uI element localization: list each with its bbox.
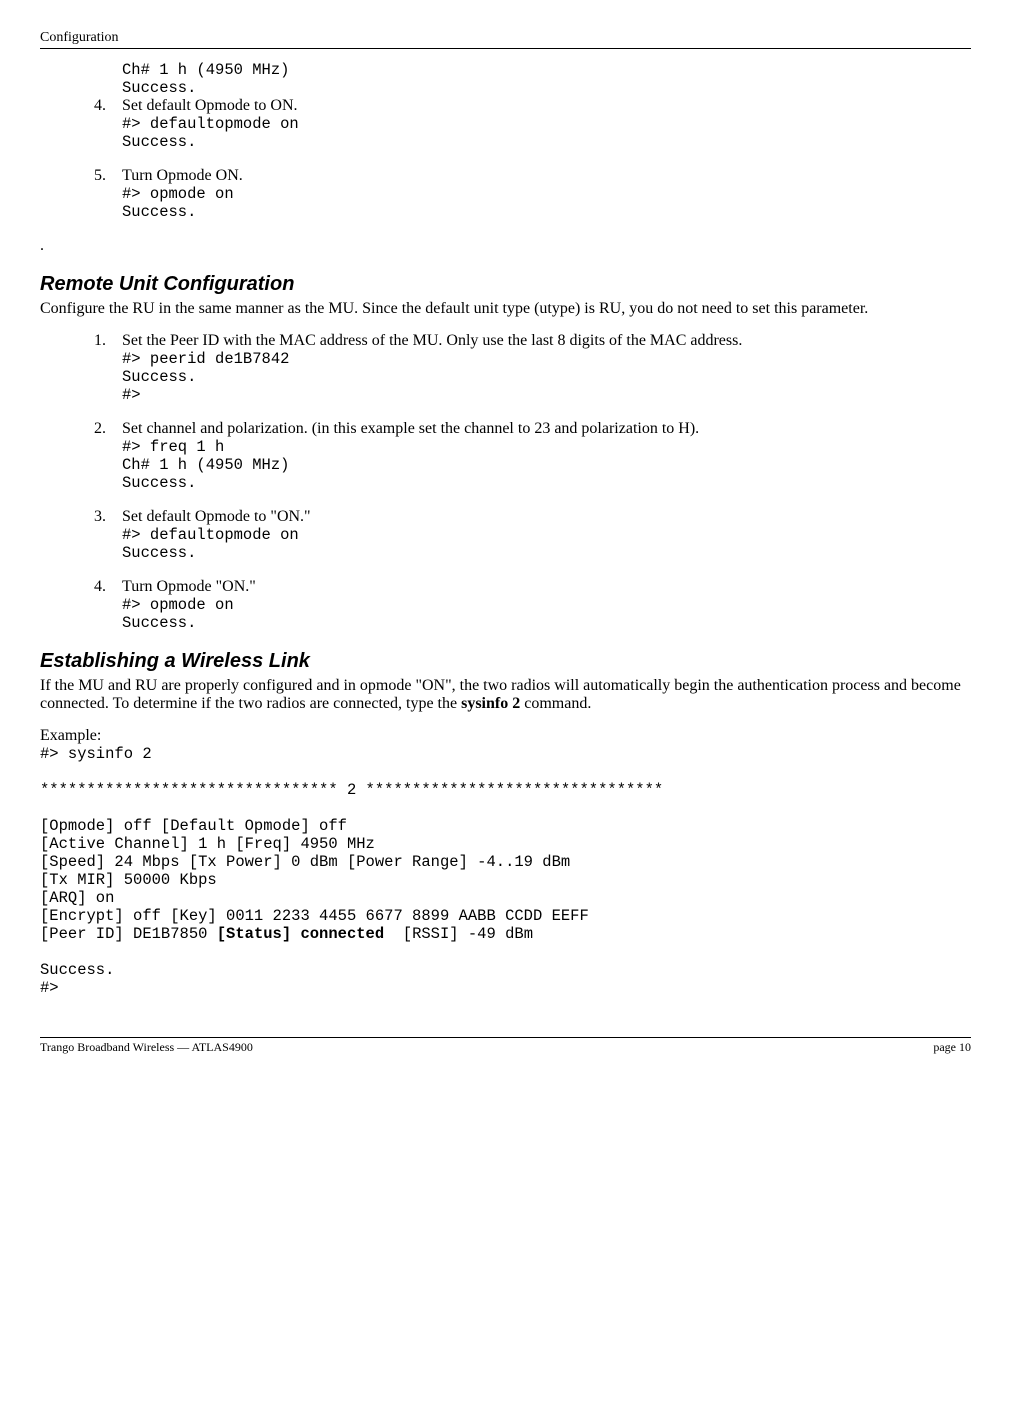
- example-blank: [40, 763, 971, 781]
- list-a: Set default Opmode to ON. #> defaultopmo…: [40, 97, 971, 221]
- list-item: Set default Opmode to ON. #> defaultopmo…: [110, 97, 971, 151]
- list-item-text: Set channel and polarization. (in this e…: [122, 420, 699, 437]
- code-block: #> freq 1 h Ch# 1 h (4950 MHz) Success.: [122, 438, 971, 492]
- list-b: Set the Peer ID with the MAC address of …: [40, 332, 971, 632]
- example-output-1: [Opmode] off [Default Opmode] off [Activ…: [40, 817, 971, 925]
- code-block: #> defaultopmode on Success.: [122, 526, 971, 562]
- para-text-bold: sysinfo 2: [461, 695, 520, 712]
- stray-dot: .: [40, 237, 971, 255]
- example-cmd: #> sysinfo 2: [40, 745, 971, 763]
- list-item: Turn Opmode "ON." #> opmode on Success.: [110, 578, 971, 632]
- list-item-text: Set the Peer ID with the MAC address of …: [122, 332, 742, 349]
- status-connected: [Status] connected: [217, 925, 384, 943]
- code-block: #> peerid de1B7842 Success. #>: [122, 350, 971, 404]
- example-label: Example:: [40, 727, 971, 745]
- list-item-text: Turn Opmode "ON.": [122, 578, 256, 595]
- list-item: Turn Opmode ON. #> opmode on Success.: [110, 167, 971, 221]
- list-item: Set the Peer ID with the MAC address of …: [110, 332, 971, 404]
- page-header-title: Configuration: [40, 30, 971, 46]
- code-block-top: Ch# 1 h (4950 MHz) Success.: [122, 61, 971, 97]
- code-block: #> opmode on Success.: [122, 596, 971, 632]
- para-text-post: command.: [520, 695, 591, 712]
- list-item-text: Set default Opmode to ON.: [122, 97, 298, 114]
- page-footer: Trango Broadband Wireless — ATLAS4900 pa…: [40, 1037, 971, 1055]
- list-item-text: Set default Opmode to "ON.": [122, 508, 311, 525]
- example-output-2: Success. #>: [40, 961, 971, 997]
- list-item: Set channel and polarization. (in this e…: [110, 420, 971, 492]
- example-stars: ******************************** 2 *****…: [40, 781, 971, 799]
- list-item-text: Turn Opmode ON.: [122, 167, 243, 184]
- footer-left: Trango Broadband Wireless — ATLAS4900: [40, 1040, 253, 1055]
- code-block: #> opmode on Success.: [122, 185, 971, 221]
- header-rule: [40, 48, 971, 49]
- example-output-peer: [Peer ID] DE1B7850 [Status] connected [R…: [40, 925, 971, 943]
- footer-right: page 10: [933, 1040, 971, 1055]
- example-block: Example: #> sysinfo 2 ******************…: [40, 727, 971, 997]
- peer-post: [RSSI] -49 dBm: [384, 925, 533, 943]
- list-item: Set default Opmode to "ON." #> defaultop…: [110, 508, 971, 562]
- section-heading-remote: Remote Unit Configuration: [40, 273, 971, 296]
- example-blank: [40, 943, 971, 961]
- section-heading-link: Establishing a Wireless Link: [40, 650, 971, 673]
- section-paragraph: Configure the RU in the same manner as t…: [40, 300, 971, 318]
- code-block: #> defaultopmode on Success.: [122, 115, 971, 151]
- peer-pre: [Peer ID] DE1B7850: [40, 925, 217, 943]
- footer-rule: [40, 1037, 971, 1038]
- section-paragraph: If the MU and RU are properly configured…: [40, 677, 971, 713]
- example-blank: [40, 799, 971, 817]
